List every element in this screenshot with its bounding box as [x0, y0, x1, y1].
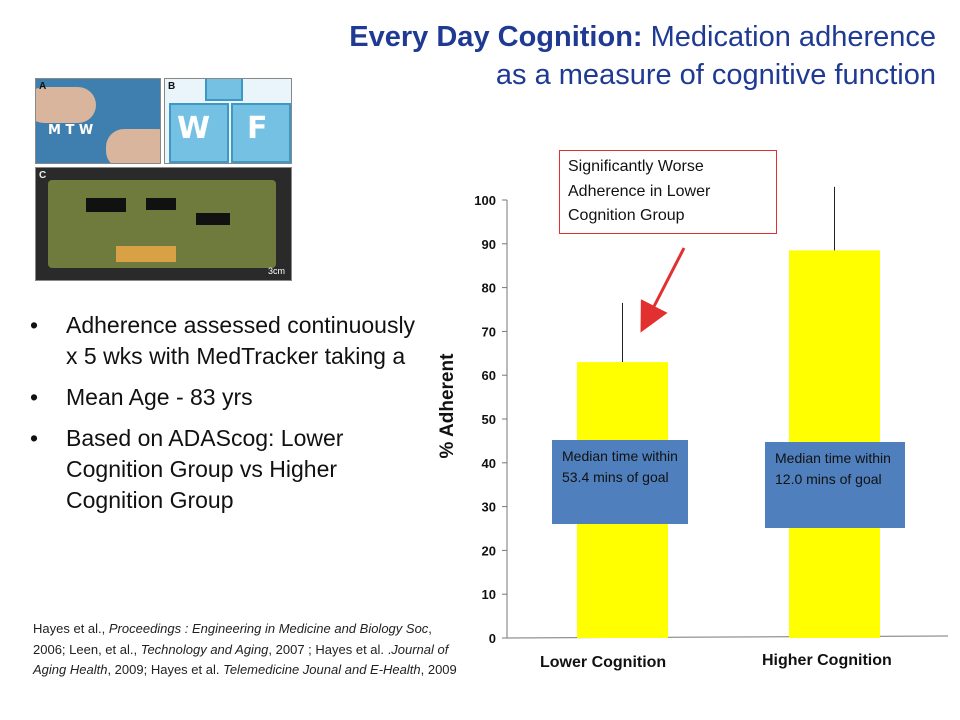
citation: Hayes et al., Proceedings : Engineering … — [33, 619, 465, 681]
citation-journal: Technology and Aging — [140, 641, 269, 657]
photo-a-day-letters: M T W — [48, 123, 94, 138]
title-rest: Medication adherence — [642, 21, 936, 53]
y-tick-label: 30 — [482, 500, 496, 515]
title-bold: Every Day Cognition: — [349, 21, 643, 53]
photo-b-letter-f: F — [247, 111, 268, 146]
y-tick-label: 60 — [482, 368, 496, 383]
citation-text: Hayes et al., — [33, 621, 109, 636]
callout-arrow — [640, 247, 686, 333]
photo-pill-compartments: W F B — [164, 78, 292, 164]
bullet-item: Adherence assessed continuously x 5 wks … — [30, 310, 430, 372]
x-axis-line — [506, 635, 949, 639]
citation-text: , 2007 ; Hayes et al. . — [268, 641, 392, 657]
citation-journal: Journal of Aging Health — [33, 641, 449, 678]
hand-shape-top — [36, 87, 96, 123]
bullet-list: Adherence assessed continuously x 5 wks … — [30, 310, 430, 526]
photo-medtracker-hands: M T W A — [35, 78, 161, 164]
bullet-item: Mean Age - 83 yrs — [30, 382, 430, 413]
compartment-left — [169, 103, 229, 163]
significance-callout: Significantly Worse Adherence in Lower C… — [559, 150, 777, 234]
title-line-2: as a measure of cognitive function — [495, 59, 936, 91]
chip-shape — [196, 213, 230, 225]
citation-text: , 2009; Hayes et al. — [107, 662, 224, 677]
photo-letter-c: C — [39, 170, 47, 181]
title-line-1: Every Day Cognition: Medication adherenc… — [176, 18, 936, 56]
chip-shape — [86, 198, 126, 212]
citation-text: , 2006; Leen, et al., — [33, 621, 432, 657]
photo-b-letter-w: W — [177, 111, 211, 146]
y-tick-label: 90 — [482, 237, 496, 252]
citation-text: , 2009 — [420, 662, 457, 677]
battery-shape — [116, 246, 176, 262]
median-box-lower: Median time within 53.4 mins of goal — [552, 440, 688, 524]
bullet-item: Based on ADAScog: Lower Cognition Group … — [30, 423, 430, 516]
y-tick-label: 80 — [482, 281, 496, 296]
y-tick-label: 50 — [482, 412, 496, 427]
citation-journal: Telemedicine Jounal and E-Health — [223, 662, 421, 677]
citation-journal: Proceedings : Engineering in Medicine an… — [108, 621, 429, 636]
compartment-lid — [205, 79, 243, 101]
photo-circuit-board: 3cm C — [35, 167, 292, 281]
category-label-lower: Lower Cognition — [540, 654, 667, 671]
y-tick-label: 40 — [482, 456, 496, 471]
y-tick-label: 20 — [482, 543, 496, 558]
hand-shape-bottom — [106, 129, 160, 163]
chip-shape — [146, 198, 176, 210]
photo-c-scale: 3cm — [267, 266, 285, 276]
y-tick-label: 100 — [474, 193, 496, 208]
slide-title: Every Day Cognition: Medication adherenc… — [176, 18, 936, 94]
compartment-right — [231, 103, 291, 163]
median-box-higher: Median time within 12.0 mins of goal — [765, 442, 905, 528]
category-label-higher: Higher Cognition — [762, 652, 892, 669]
photo-letter-a: A — [39, 81, 47, 92]
y-axis-label: % Adherent — [437, 353, 458, 459]
y-tick-label: 10 — [482, 587, 496, 602]
y-tick-label: 0 — [489, 631, 496, 646]
y-tick-label: 70 — [482, 324, 496, 339]
photo-letter-b: B — [168, 81, 176, 92]
